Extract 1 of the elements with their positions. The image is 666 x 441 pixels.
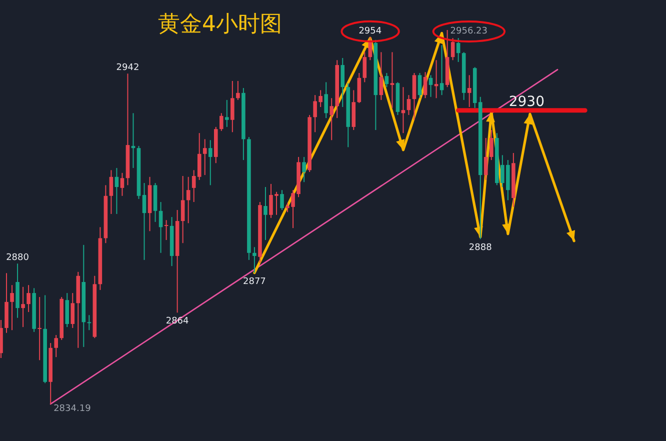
title: 黄金4小时图: [158, 12, 282, 37]
